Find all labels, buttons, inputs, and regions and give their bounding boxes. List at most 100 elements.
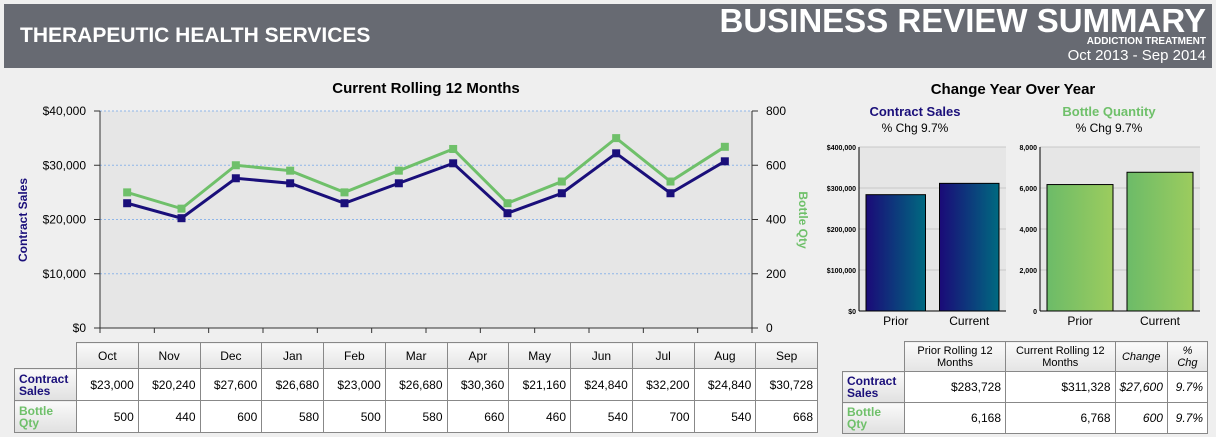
data-point — [394, 166, 403, 175]
series-line-sales — [126, 151, 726, 220]
yoy-header: % Chg — [1166, 341, 1209, 372]
bar-y-tick: $200,000 — [827, 227, 856, 234]
bar-y-tick: 2,000 — [1019, 268, 1037, 275]
month-header: Mar — [384, 342, 448, 369]
monthly-table: Oct Nov Dec Jan Feb Mar Apr May Jun Jul Aug Sep Cont… — [14, 342, 818, 433]
month-header: Aug — [693, 342, 757, 369]
series-line-bottle — [126, 136, 726, 211]
month-header: May — [508, 342, 571, 369]
y2-tick-label: 600 — [766, 158, 786, 172]
data-point — [177, 204, 186, 213]
data-point — [177, 214, 186, 223]
data-point — [286, 179, 295, 188]
data-point — [123, 199, 132, 208]
yoy-title: Change Year Over Year — [930, 81, 1096, 98]
data-point — [231, 161, 240, 170]
table-cell: $30,728 — [755, 368, 818, 401]
table-cell: 6,168 — [903, 402, 1007, 434]
bottle-bar-title: Bottle Quantity — [1062, 104, 1156, 119]
bar-y-tick: 8,000 — [1019, 145, 1037, 152]
bar-y-tick: 4,000 — [1019, 227, 1037, 234]
month-header: Jun — [570, 342, 633, 369]
bar-y-tick: $300,000 — [827, 186, 856, 193]
bar-category-label: Prior — [1067, 314, 1092, 328]
table-cell: 600 — [199, 400, 263, 433]
table-cell: 540 — [570, 400, 633, 433]
table-cell: $24,840 — [570, 368, 633, 401]
row-label: Bottle Qty — [842, 402, 905, 434]
data-point — [557, 189, 566, 198]
table-cell: 9.7% — [1166, 402, 1209, 434]
table-cell: $30,360 — [446, 368, 510, 401]
row-label: Contract Sales — [842, 371, 905, 403]
y2-tick-label: 400 — [766, 213, 786, 227]
data-point — [503, 209, 512, 218]
month-header: Nov — [137, 342, 201, 369]
table-cell: $26,680 — [261, 368, 324, 401]
table-cell: 660 — [446, 400, 510, 433]
sales-bar-title: Contract Sales — [869, 104, 961, 119]
table-cell: 580 — [261, 400, 324, 433]
y2-axis-label: Bottle Qty — [796, 191, 810, 249]
y-axis-label: Contract Sales — [16, 178, 30, 262]
y2-tick-label: 200 — [766, 267, 786, 281]
table-cell: 440 — [137, 400, 201, 433]
table-cell: $311,328 — [1005, 371, 1116, 403]
table-cell: 500 — [323, 400, 386, 433]
bar-y-tick: $400,000 — [827, 145, 856, 152]
data-point — [503, 199, 512, 208]
data-point — [394, 179, 403, 188]
bar-current — [939, 182, 1000, 312]
bar-category-label: Current — [1140, 314, 1181, 328]
bar-y-tick: 0 — [1033, 309, 1037, 316]
data-point — [340, 188, 349, 197]
table-cell: 540 — [693, 400, 757, 433]
report-title: BUSINESS REVIEW SUMMARY — [719, 2, 1207, 39]
data-point — [231, 174, 240, 183]
data-point — [720, 157, 729, 166]
table-cell: $23,000 — [76, 368, 139, 401]
data-point — [720, 142, 729, 151]
table-cell: $32,200 — [631, 368, 695, 401]
month-header: Apr — [446, 342, 510, 369]
table-cell: 6,768 — [1005, 402, 1116, 434]
month-header: Jan — [261, 342, 324, 369]
bar-category-label: Prior — [883, 314, 908, 328]
table-cell: $27,600 — [1114, 371, 1168, 403]
table-cell: 668 — [755, 400, 818, 433]
table-cell: 600 — [1114, 402, 1168, 434]
month-header: Dec — [199, 342, 263, 369]
y2-tick-label: 800 — [766, 104, 786, 118]
bar-y-tick: 6,000 — [1019, 186, 1037, 193]
sales-bar-subtitle: % Chg 9.7% — [881, 121, 949, 135]
table-cell: 9.7% — [1166, 371, 1209, 403]
data-point — [557, 177, 566, 186]
bar-current — [1126, 171, 1194, 312]
y-tick-label: $10,000 — [43, 267, 87, 281]
data-point — [449, 159, 458, 168]
table-cell: $283,728 — [903, 371, 1007, 403]
y-tick-label: $30,000 — [43, 158, 87, 172]
table-cell: $27,600 — [199, 368, 263, 401]
company-name: THERAPEUTIC HEALTH SERVICES — [20, 24, 371, 47]
yoy-table: Prior Rolling 12 Months Current Rolling 1… — [842, 341, 1209, 434]
table-cell: 580 — [384, 400, 448, 433]
bottle-bar-subtitle: % Chg 9.7% — [1075, 121, 1143, 135]
table-cell: $26,680 — [384, 368, 448, 401]
y-tick-label: $40,000 — [43, 104, 87, 118]
data-point — [340, 199, 349, 208]
report-period: Oct 2013 - Sep 2014 — [1067, 47, 1206, 64]
table-cell: $24,840 — [693, 368, 757, 401]
bar-category-label: Current — [949, 314, 990, 328]
month-header: Sep — [755, 342, 818, 369]
data-point — [612, 134, 621, 143]
data-point — [666, 189, 675, 198]
month-header: Oct — [76, 342, 139, 369]
table-cell: $21,160 — [508, 368, 571, 401]
table-cell: 460 — [508, 400, 571, 433]
bar-y-tick: $100,000 — [827, 268, 856, 275]
header-bar: THERAPEUTIC HEALTH SERVICES BUSINESS REV… — [4, 2, 1212, 68]
data-point — [666, 177, 675, 186]
report-subtitle: ADDICTION TREATMENT — [1086, 36, 1206, 47]
